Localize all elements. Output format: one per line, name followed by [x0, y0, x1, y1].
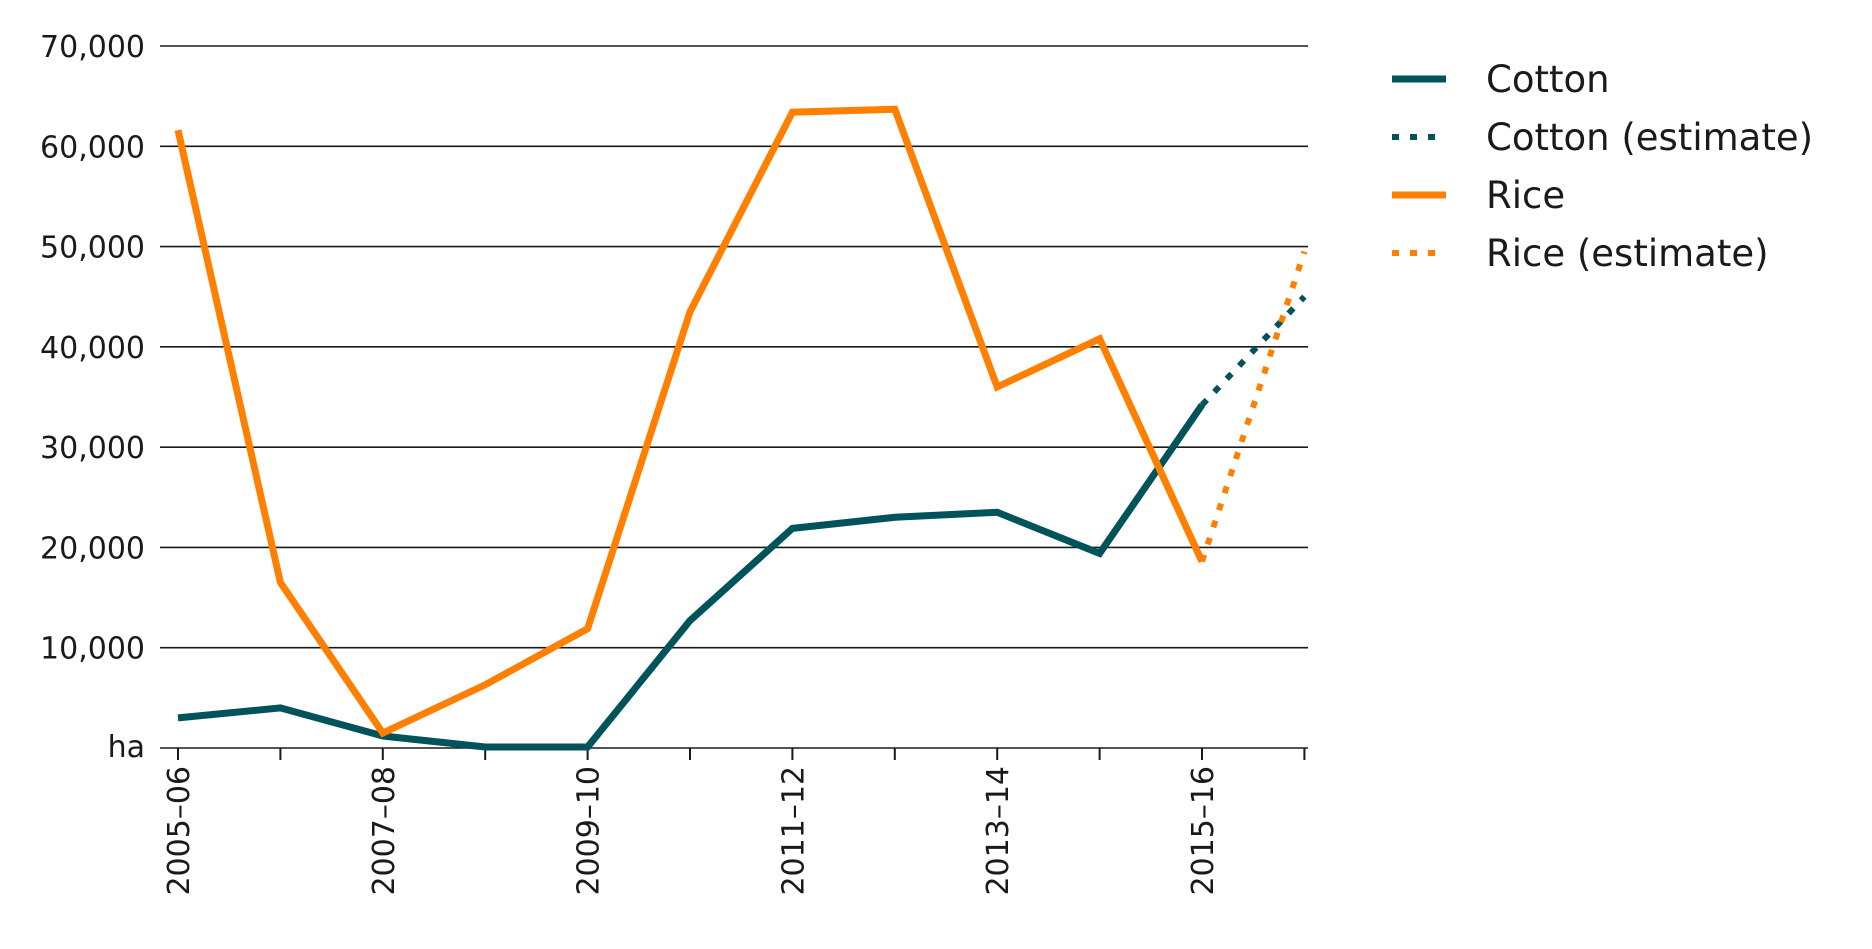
y-tick-label: 10,000 — [40, 632, 145, 667]
x-tick-label: 2007–08 — [367, 766, 402, 896]
legend: Cotton Cotton (estimate) Rice Rice (estimat… — [1392, 58, 1813, 275]
plot-area — [174, 105, 1308, 751]
y-tick-label: 30,000 — [40, 431, 145, 466]
y-tick-label: 70,000 — [40, 30, 145, 65]
legend-label-cotton: Cotton — [1486, 58, 1610, 101]
series-rice-line — [174, 105, 1206, 738]
x-tick-label: 2011–12 — [776, 766, 811, 896]
series-cotton-line — [177, 403, 1205, 751]
legend-label-cotton-estimate: Cotton (estimate) — [1486, 116, 1813, 159]
y-tick-label: 40,000 — [40, 331, 145, 366]
series-rice-estimate-line — [1199, 250, 1308, 563]
gridlines — [160, 45, 1308, 749]
y-axis: ha 10,000 20,000 30,000 40,000 50,000 60,000 7… — [40, 30, 145, 765]
x-tick-label: 2015–16 — [1186, 766, 1221, 896]
y-tick-label: 60,000 — [40, 130, 145, 165]
legend-label-rice-estimate: Rice (estimate) — [1486, 232, 1769, 275]
x-axis: 2005–06 2007–08 2009–10 2011–12 2013–14 2015–… — [162, 748, 1306, 896]
x-tick-label: 2009–10 — [572, 766, 607, 896]
legend-label-rice: Rice — [1486, 174, 1565, 217]
y-axis-unit-label: ha — [108, 730, 145, 765]
y-tick-label: 50,000 — [40, 231, 145, 266]
x-tick-label: 2013–14 — [981, 766, 1016, 896]
series-cotton-estimate-line — [1199, 294, 1307, 408]
x-tick-label: 2005–06 — [162, 766, 197, 896]
y-tick-label: 20,000 — [40, 531, 145, 566]
